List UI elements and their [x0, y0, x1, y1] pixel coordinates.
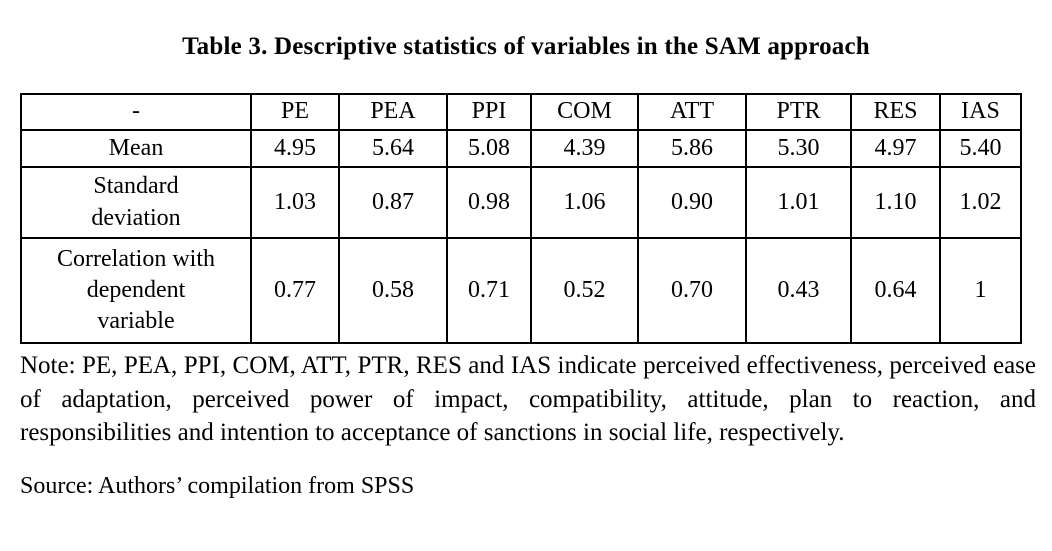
cell-value: 0.90: [637, 166, 747, 239]
cell-value: 0.98: [446, 166, 532, 239]
column-header-pe: PE: [250, 93, 340, 131]
column-header-pea: PEA: [338, 93, 448, 131]
table-row-correlation: Correlation with dependent variable 0.77…: [20, 237, 1022, 344]
cell-value: 5.30: [745, 129, 852, 168]
column-header-res: RES: [850, 93, 941, 131]
row-label: Mean: [20, 129, 252, 168]
column-header-dash: -: [20, 93, 252, 131]
cell-value: 0.87: [338, 166, 448, 239]
cell-value: 5.40: [939, 129, 1022, 168]
table-header-row: - PE PEA PPI COM ATT PTR RES IAS: [20, 93, 1022, 131]
cell-value: 1.06: [530, 166, 639, 239]
cell-value: 1.03: [250, 166, 340, 239]
row-label: Standard deviation: [20, 166, 252, 239]
cell-value: 1: [939, 237, 1022, 344]
cell-value: 5.64: [338, 129, 448, 168]
cell-value: 0.58: [338, 237, 448, 344]
cell-value: 4.39: [530, 129, 639, 168]
cell-value: 0.64: [850, 237, 941, 344]
cell-value: 1.10: [850, 166, 941, 239]
cell-value: 1.02: [939, 166, 1022, 239]
table-title: Table 3. Descriptive statistics of varia…: [182, 33, 870, 60]
cell-value: 0.77: [250, 237, 340, 344]
source-text: Source: Authors’ compilation from SPSS: [20, 472, 415, 499]
cell-value: 0.43: [745, 237, 852, 344]
row-label: Correlation with dependent variable: [20, 237, 252, 344]
table-row-standard-deviation: Standard deviation 1.03 0.87 0.98 1.06 0…: [20, 166, 1022, 239]
cell-value: 5.86: [637, 129, 747, 168]
column-header-ias: IAS: [939, 93, 1022, 131]
document-page: Table 3. Descriptive statistics of varia…: [0, 32, 1052, 551]
column-header-com: COM: [530, 93, 639, 131]
descriptive-statistics-table: - PE PEA PPI COM ATT PTR RES IAS Mean 4.…: [20, 93, 1022, 344]
cell-value: 0.52: [530, 237, 639, 344]
cell-value: 0.70: [637, 237, 747, 344]
column-header-att: ATT: [637, 93, 747, 131]
cell-value: 0.71: [446, 237, 532, 344]
cell-value: 1.01: [745, 166, 852, 239]
cell-value: 4.97: [850, 129, 941, 168]
table-row-mean: Mean 4.95 5.64 5.08 4.39 5.86 5.30 4.97 …: [20, 129, 1022, 168]
cell-value: 4.95: [250, 129, 340, 168]
column-header-ptr: PTR: [745, 93, 852, 131]
column-header-ppi: PPI: [446, 93, 532, 131]
row-label-text: Standard deviation: [91, 173, 181, 231]
note-text: Note: PE, PEA, PPI, COM, ATT, PTR, RES a…: [20, 352, 1036, 446]
row-label-text: Correlation with dependent variable: [57, 245, 215, 335]
row-label-text: Mean: [108, 134, 164, 161]
cell-value: 5.08: [446, 129, 532, 168]
